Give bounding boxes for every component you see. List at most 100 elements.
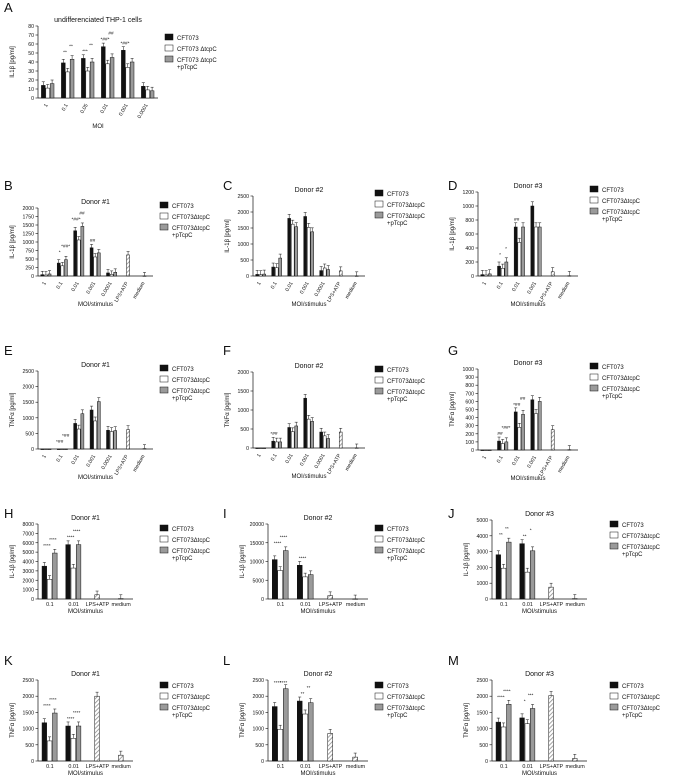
bar-cft073-tcpc <box>258 447 263 449</box>
legend-label: CFT073ΔtcpC <box>172 215 211 221</box>
panel-e: E Donor #1 0 500 1000 1500 2000 2500 TNFα [pg/ml… <box>4 343 211 481</box>
y-tick-label: 1750 <box>22 215 34 221</box>
bar-lps-atp <box>354 275 359 277</box>
legend-label: CFT073 <box>387 527 409 533</box>
bar-lps-atp <box>94 594 100 600</box>
x-tick-label: 0.01 <box>522 602 533 608</box>
x-tick-label: medium <box>344 281 358 300</box>
y-axis-label: TNFα [pg/ml] <box>450 392 456 427</box>
legend-swatch <box>374 546 384 554</box>
panel-h: H Donor #1 0 1000 2000 3000 4000 5000 6000 7000 80… <box>4 506 211 615</box>
bar-cft073-tcpc <box>302 713 308 762</box>
bar-cft073-tcpc-ptcpc <box>294 226 298 277</box>
x-axis-label: MOI/stimulus <box>510 476 545 482</box>
legend-label: CFT073 ΔtcpC <box>177 58 217 64</box>
x-tick-label: 0.1 <box>56 454 65 463</box>
x-tick-label: 0.01 <box>99 103 109 115</box>
significance-label: ** <box>63 49 67 55</box>
panel-b: B Donor #1 0 250 500 750 1000 1250 1500 1750 2000 I… <box>4 178 211 308</box>
legend-label: CFT073 <box>387 684 409 690</box>
bar-cft073-tcpc <box>145 89 150 99</box>
bar-cft073-tcpc-ptcpc <box>97 252 101 277</box>
panel-l: L Donor #2 0 500 1000 1500 2000 2500 TNFα [pg/ml… <box>223 653 426 777</box>
y-tick-label: 250 <box>25 266 34 272</box>
bar-cft073-tcpc-ptcpc <box>52 712 58 762</box>
bar-lps-atp <box>118 598 124 600</box>
significance-label: *## <box>62 433 70 439</box>
significance-label: * <box>59 250 61 256</box>
y-tick-label: 60 <box>28 42 34 48</box>
bar-cft073-tcpc-ptcpc <box>113 430 117 450</box>
x-tick-label: 0.1 <box>56 281 65 290</box>
x-tick-label: 0.1 <box>500 602 508 608</box>
y-tick-label: 100 <box>465 440 474 446</box>
bar-cft073 <box>513 411 518 451</box>
bar-cft073-tcpc-ptcpc <box>129 61 135 99</box>
legend-label: CFT073ΔtcpC <box>172 706 211 712</box>
bar-cft073-tcpc <box>47 579 53 600</box>
y-tick-label: 0 <box>31 96 34 102</box>
bar-cft073-tcpc <box>517 427 522 451</box>
legend-label: CFT073ΔtcpC <box>602 387 641 393</box>
significance-label: **** <box>43 543 51 549</box>
x-tick-label: 0.001 <box>526 455 538 469</box>
bar-cft073-tcpc-ptcpc <box>47 273 52 277</box>
y-tick-label: 200 <box>465 432 474 438</box>
y-tick-label: 0 <box>31 274 34 280</box>
bar-cft073 <box>81 58 86 99</box>
bar-cft073-tcpc-ptcpc <box>487 449 492 451</box>
legend-label: CFT073ΔtcpC <box>387 379 426 385</box>
legend-label: CFT073ΔtcpC <box>172 378 211 384</box>
bar-lps-atp <box>550 271 555 277</box>
panel-letter: J <box>448 506 455 521</box>
significance-label: ## <box>520 396 526 402</box>
y-tick-label: 30 <box>28 69 34 75</box>
y-tick-label: 2000 <box>476 694 488 700</box>
panel-letter: D <box>448 178 457 193</box>
significance-label: **** <box>73 529 81 535</box>
significance-label: *##* <box>100 37 109 43</box>
bar-cft073-tcpc <box>274 441 279 449</box>
bar-cft073-tcpc-ptcpc <box>310 231 314 277</box>
bar-cft073-tcpc <box>534 226 538 277</box>
y-tick-label: 1500 <box>22 400 34 406</box>
significance-label: ## <box>108 31 114 37</box>
y-tick-label: 2000 <box>476 565 488 571</box>
y-axis-label: IL-1β [pg/ml] <box>10 544 16 578</box>
y-tick-label: 1000 <box>237 242 249 248</box>
bar-cft073 <box>303 397 307 449</box>
y-tick-label: 1000 <box>22 727 34 733</box>
bar-lps-atp <box>572 598 578 600</box>
x-tick-label: 0.1 <box>46 602 54 608</box>
y-tick-label: 1000 <box>476 581 488 587</box>
y-tick-label: 750 <box>25 249 34 255</box>
y-tick-label: 1000 <box>252 727 264 733</box>
bar-cft073 <box>106 272 110 277</box>
y-tick-label: 500 <box>25 743 34 749</box>
legend-label: CFT073ΔtcpC <box>602 199 641 205</box>
y-tick-label: 0 <box>485 597 488 603</box>
legend-label: CFT073 <box>622 684 644 690</box>
y-tick-label: 1000 <box>22 240 34 246</box>
legend-swatch <box>374 376 384 384</box>
legend-label: CFT073ΔtcpC <box>622 545 661 551</box>
bar-cft073-tcpc <box>277 729 283 762</box>
bar-cft073-tcpc-ptcpc <box>506 541 512 600</box>
panel-k: K Donor #1 0 500 1000 1500 2000 2500 TNFα [pg/ml… <box>4 653 211 777</box>
y-axis-label: TNFα [pg/ml] <box>240 703 246 738</box>
y-tick-label: 700 <box>465 391 474 397</box>
legend-label: CFT073 <box>172 527 194 533</box>
bar-cft073-tcpc <box>500 268 505 277</box>
y-tick-label: 5000 <box>252 578 264 584</box>
legend-label: CFT073 <box>622 523 644 529</box>
legend-label: CFT073ΔtcpC <box>622 534 661 540</box>
y-axis-label: TNFα [pg/ml] <box>225 392 231 427</box>
bar-cft073-tcpc-ptcpc <box>47 448 52 450</box>
legend-label: +pTcpC <box>177 65 198 71</box>
significance-label: ## <box>497 431 503 437</box>
y-tick-label: 20000 <box>250 522 265 528</box>
y-tick-label: 2500 <box>252 678 264 684</box>
panel-f: F Donor #2 0 500 1000 1500 2000 TNFα [pg/ml] 1 0.… <box>223 343 426 480</box>
y-tick-label: 2500 <box>237 194 249 200</box>
significance-label: **** <box>274 541 282 547</box>
